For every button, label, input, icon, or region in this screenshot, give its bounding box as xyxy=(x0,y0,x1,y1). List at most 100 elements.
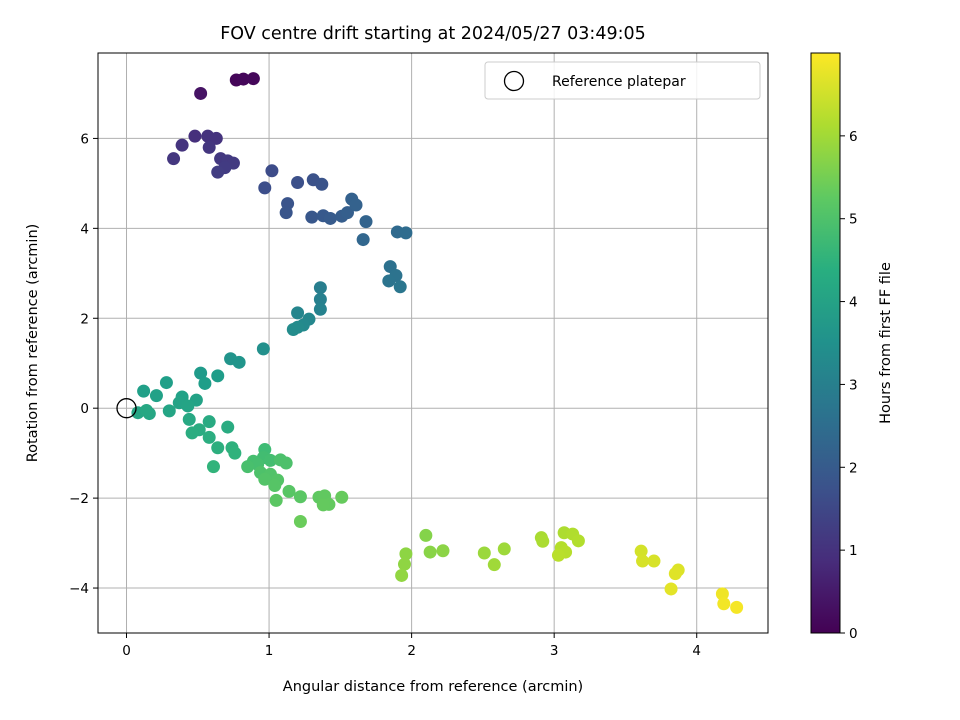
data-point xyxy=(221,420,235,434)
colorbar-tick-label: 0 xyxy=(849,626,858,642)
data-point xyxy=(162,404,176,418)
data-point xyxy=(181,399,195,413)
data-point xyxy=(291,175,305,189)
data-points xyxy=(131,72,744,614)
x-tick-label: 1 xyxy=(265,643,274,659)
data-point xyxy=(399,547,413,561)
y-tick-label: 2 xyxy=(80,311,89,327)
data-point xyxy=(395,568,409,582)
data-point xyxy=(497,542,511,556)
data-point xyxy=(263,453,277,467)
data-point xyxy=(211,165,225,179)
data-point xyxy=(258,181,272,195)
data-point xyxy=(487,558,501,572)
data-point xyxy=(236,72,250,86)
colorbar-tick-label: 1 xyxy=(849,543,858,559)
data-point xyxy=(202,140,216,154)
y-axis-ticks: −4 −2 0 2 4 6 xyxy=(69,131,98,597)
data-point xyxy=(313,281,327,295)
x-tick-label: 3 xyxy=(550,643,559,659)
data-point xyxy=(258,472,272,486)
x-tick-label: 0 xyxy=(122,643,131,659)
data-point xyxy=(175,138,189,152)
data-point xyxy=(571,534,585,548)
data-point xyxy=(305,210,319,224)
data-point xyxy=(228,446,242,460)
colorbar-tick-label: 4 xyxy=(849,295,858,311)
data-point xyxy=(393,280,407,294)
data-point xyxy=(202,415,216,429)
data-point xyxy=(137,384,151,398)
data-point xyxy=(316,498,330,512)
data-point xyxy=(211,369,225,383)
data-point xyxy=(194,366,208,380)
data-point xyxy=(551,548,565,562)
reference-platepar-marker xyxy=(116,398,137,419)
data-point xyxy=(315,177,329,191)
data-point xyxy=(359,215,373,229)
data-point xyxy=(715,587,729,601)
data-point xyxy=(313,292,327,306)
colorbar-tick-label: 6 xyxy=(849,129,858,145)
data-point xyxy=(182,412,196,426)
data-point xyxy=(286,323,300,337)
data-point xyxy=(634,544,648,558)
data-point xyxy=(349,198,363,212)
data-point xyxy=(185,426,199,440)
colorbar-label: Hours from first FF file xyxy=(878,262,894,424)
data-point xyxy=(232,355,246,369)
data-point xyxy=(436,544,450,558)
data-point xyxy=(269,493,283,507)
data-point xyxy=(423,545,437,559)
colorbar-tick-label: 5 xyxy=(849,212,858,228)
data-point xyxy=(668,567,682,581)
data-point xyxy=(291,306,305,320)
colorbar-tick-label: 2 xyxy=(849,460,858,476)
data-point xyxy=(256,342,270,356)
data-point xyxy=(717,597,731,611)
data-point xyxy=(419,528,433,542)
y-tick-label: −4 xyxy=(69,581,89,597)
data-point xyxy=(313,302,327,316)
data-point xyxy=(206,460,220,474)
x-axis-label: Angular distance from reference (arcmin) xyxy=(283,679,583,695)
x-tick-label: 4 xyxy=(692,643,701,659)
data-point xyxy=(335,490,349,504)
data-point xyxy=(265,164,279,178)
y-tick-label: 0 xyxy=(80,401,89,417)
x-axis-ticks: 0 1 2 3 4 xyxy=(122,633,701,659)
data-point xyxy=(647,554,661,568)
data-point xyxy=(730,600,744,614)
reference-marker-layer xyxy=(116,398,137,419)
colorbar: 0 1 2 3 4 5 6 Hours from first FF file xyxy=(810,52,894,642)
legend: Reference platepar xyxy=(484,61,761,100)
data-point xyxy=(664,582,678,596)
data-point xyxy=(139,403,153,417)
y-tick-label: 6 xyxy=(80,131,89,147)
colorbar-tick-label: 3 xyxy=(849,377,858,393)
data-point xyxy=(268,479,282,493)
colorbar-ticks: 0 1 2 3 4 5 6 xyxy=(840,129,858,642)
data-point xyxy=(293,514,307,528)
data-point xyxy=(279,206,293,220)
plot-frame xyxy=(97,52,769,634)
y-tick-label: 4 xyxy=(80,221,89,237)
data-point xyxy=(202,430,216,444)
data-point xyxy=(188,129,202,143)
data-point xyxy=(399,226,413,240)
data-point xyxy=(477,546,491,560)
legend-box xyxy=(484,61,761,100)
data-point xyxy=(340,206,354,220)
data-point xyxy=(536,534,550,548)
data-point xyxy=(279,456,293,470)
data-point xyxy=(397,557,411,571)
data-point xyxy=(198,376,212,390)
legend-marker-open-circle xyxy=(503,70,525,92)
data-point xyxy=(167,152,181,166)
data-point xyxy=(211,441,225,455)
data-point xyxy=(282,484,296,498)
y-axis-label: Rotation from reference (arcmin) xyxy=(25,224,41,463)
data-point xyxy=(149,389,163,403)
legend-label: Reference platepar xyxy=(552,74,686,90)
